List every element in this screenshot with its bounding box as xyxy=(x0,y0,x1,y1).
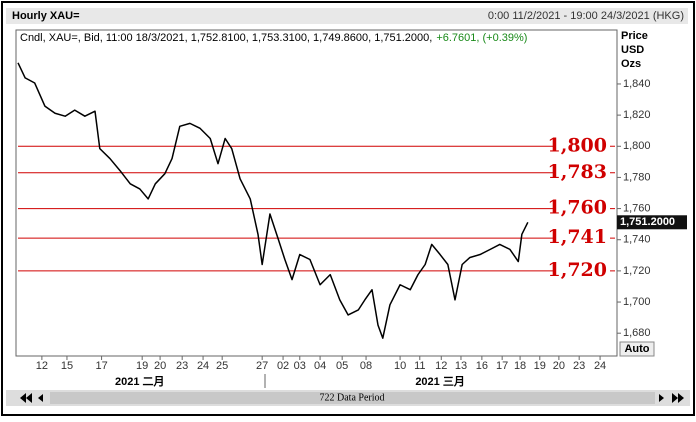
y-axis-title: Ozs xyxy=(621,58,641,70)
y-tick-label: 1,780 xyxy=(623,171,651,183)
x-tick-label: 20 xyxy=(553,360,565,372)
x-tick-label: 20 xyxy=(154,360,166,372)
price-line xyxy=(17,62,529,339)
x-tick-label: 03 xyxy=(294,360,306,372)
x-tick-label: 23 xyxy=(573,360,585,372)
next-button[interactable] xyxy=(659,394,664,402)
auto-button[interactable] xyxy=(619,341,655,357)
x-tick-label: 18 xyxy=(514,360,526,372)
info-line: Cndl, XAU=, Bid, 11:00 18/3/2021, 1,752.… xyxy=(20,32,432,44)
x-tick-label: 12 xyxy=(36,360,48,372)
y-tick-label: 1,680 xyxy=(623,327,651,339)
y-tick-label: 1,800 xyxy=(623,140,651,152)
reference-label-bg xyxy=(554,228,610,249)
x-tick-label: 04 xyxy=(314,360,326,372)
reference-label-bg xyxy=(554,198,610,219)
reference-label: 1,800 xyxy=(548,134,608,156)
x-tick-label: 17 xyxy=(496,360,508,372)
last-price-box xyxy=(617,215,687,230)
x-tick-label: 17 xyxy=(95,360,107,372)
change: +6.7601, (+0.39%) xyxy=(436,32,527,44)
first-button-2[interactable] xyxy=(26,393,32,403)
prev-button[interactable] xyxy=(38,394,43,402)
month-label: 2021 三月 xyxy=(415,375,465,388)
x-tick-label: 16 xyxy=(476,360,488,372)
auto-label[interactable]: Auto xyxy=(624,343,649,355)
x-tick-label: 19 xyxy=(534,360,546,372)
first-button[interactable] xyxy=(20,393,26,403)
x-tick-label: 13 xyxy=(455,360,467,372)
x-tick-label: 08 xyxy=(360,360,372,372)
y-tick-label: 1,760 xyxy=(623,202,651,214)
scroll-thumb[interactable] xyxy=(50,392,655,404)
y-tick-label: 1,700 xyxy=(623,296,651,308)
x-tick-label: 12 xyxy=(435,360,447,372)
reference-label: 1,760 xyxy=(548,197,608,219)
reference-label-bg xyxy=(554,136,610,157)
x-tick-label: 25 xyxy=(216,360,228,372)
x-tick-label: 10 xyxy=(394,360,406,372)
x-tick-label: 19 xyxy=(136,360,148,372)
x-tick-label: 15 xyxy=(61,360,73,372)
scroll-label: 722 Data Period xyxy=(320,392,385,403)
last-price-label: 1,751.2000 xyxy=(620,216,675,228)
reference-label-bg xyxy=(554,162,610,183)
header-title: Hourly XAU= xyxy=(12,10,80,22)
y-tick-label: 1,720 xyxy=(623,265,651,277)
month-label: 2021 二月 xyxy=(115,375,165,388)
header-bar xyxy=(6,8,688,24)
reference-label-bg xyxy=(554,260,610,281)
x-tick-label: 05 xyxy=(336,360,348,372)
header-range: 0:00 11/2/2021 - 19:00 24/3/2021 (HKG) xyxy=(488,10,684,22)
y-tick-label: 1,820 xyxy=(623,109,651,121)
x-tick-label: 27 xyxy=(256,360,268,372)
last-button-2[interactable] xyxy=(678,393,684,403)
y-axis-title: Price xyxy=(621,30,648,42)
x-tick-label: 24 xyxy=(594,360,606,372)
y-tick-label: 1,840 xyxy=(623,78,651,90)
x-tick-label: 02 xyxy=(277,360,289,372)
scroll-buttons[interactable] xyxy=(20,393,684,403)
last-button[interactable] xyxy=(672,393,678,403)
x-tick-label: 24 xyxy=(197,360,209,372)
x-tick-label: 11 xyxy=(414,360,425,372)
y-axis-title: USD xyxy=(621,44,644,56)
reference-label: 1,741 xyxy=(548,226,608,248)
plot-frame xyxy=(15,29,618,357)
x-tick-label: 23 xyxy=(176,360,188,372)
reference-label: 1,720 xyxy=(548,259,608,281)
y-tick-label: 1,740 xyxy=(623,234,651,246)
reference-label: 1,783 xyxy=(548,161,608,183)
